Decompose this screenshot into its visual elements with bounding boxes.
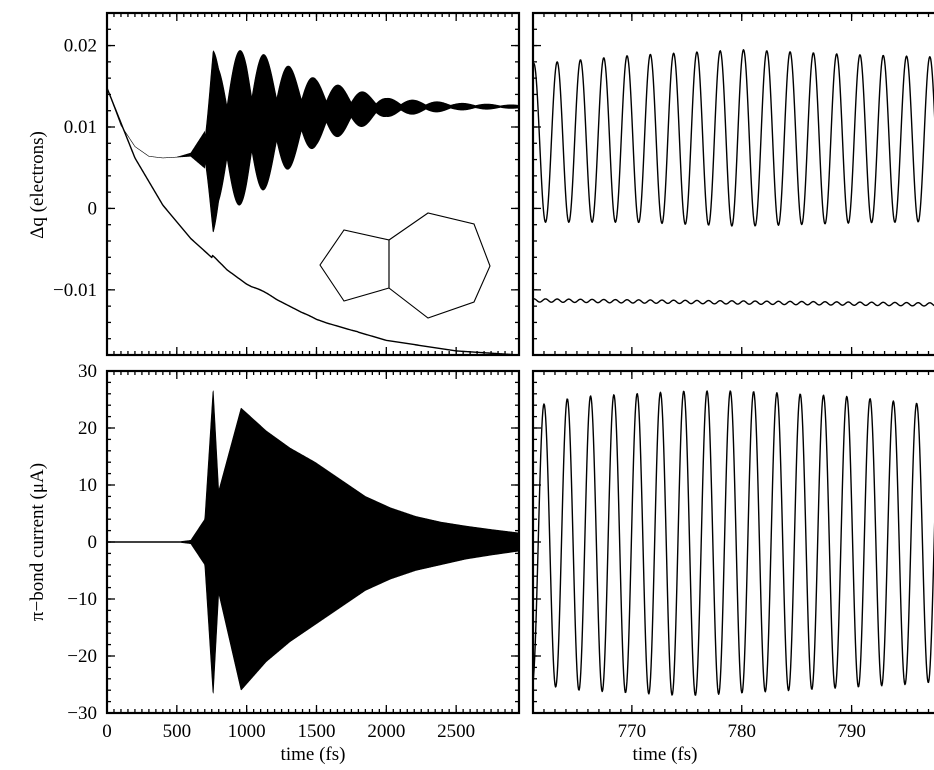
bottom-left-xlabel: time (fs) xyxy=(281,744,346,765)
top-left-plot-frame xyxy=(105,11,521,357)
y-tick-label: 0.02 xyxy=(64,36,97,57)
y-tick-label: 20 xyxy=(78,418,97,439)
x-tick-label: 2000 xyxy=(367,721,405,742)
x-tick-label: 500 xyxy=(163,721,192,742)
y-tick-label: 0.01 xyxy=(64,117,97,138)
bottom-right-xlabel: time (fs) xyxy=(633,744,698,765)
top-left-ticks: −0.01 0 0.01 0.02 xyxy=(53,12,520,356)
top-left-plot-content xyxy=(107,50,519,355)
y-tick-label: −30 xyxy=(67,703,97,724)
bottom-right-plot-content xyxy=(533,390,934,696)
panel-top-right xyxy=(531,11,934,357)
top-right-plot-frame xyxy=(531,11,934,357)
upper-trace-envelope xyxy=(107,50,519,233)
x-tick-label: 0 xyxy=(102,721,112,742)
y-tick-label: −0.01 xyxy=(53,280,97,301)
inset-heptagon xyxy=(388,212,491,319)
y-tick-label: −10 xyxy=(67,589,97,610)
y-tick-label: −20 xyxy=(67,646,97,667)
y-tick-label: 10 xyxy=(78,475,97,496)
y-tick-label: 30 xyxy=(78,361,97,382)
lower-trace-zoom-line xyxy=(533,298,934,307)
x-tick-label: 780 xyxy=(727,721,756,742)
x-tick-label: 770 xyxy=(618,721,647,742)
top-left-ylabel: Δq (electrons) xyxy=(27,131,48,239)
current-envelope xyxy=(176,390,519,694)
lower-trace-line xyxy=(107,87,519,355)
top-right-plot-content xyxy=(533,49,934,307)
panel-bottom-left: 0 500 1000 1500 2000 2500 −30 −20 −10 0 10 20 30 π−b… xyxy=(27,361,521,765)
bottom-right-ticks: 770 780 790 xyxy=(532,370,930,742)
x-tick-label: 1000 xyxy=(228,721,266,742)
panel-top-left: −0.01 0 0.01 0.02 Δq (electrons) xyxy=(27,11,521,357)
x-tick-label: 1500 xyxy=(297,721,335,742)
x-tick-label: 2500 xyxy=(437,721,475,742)
inset-pentagon xyxy=(319,229,390,302)
bottom-left-ylabel: π−bond current (μA) xyxy=(27,463,48,621)
y-tick-label: 0 xyxy=(88,198,98,219)
x-tick-label: 790 xyxy=(837,721,866,742)
top-right-ticks xyxy=(532,12,930,356)
y-tick-label: 0 xyxy=(88,532,98,553)
upper-trace-zoom-line xyxy=(533,49,934,227)
panel-bottom-right: 770 780 790 time (fs) xyxy=(531,369,934,765)
current-zoom-line xyxy=(533,390,934,696)
bottom-left-ticks: 0 500 1000 1500 2000 2500 −30 −20 −10 0 10 20 30 xyxy=(67,361,520,742)
top-left-inset-molecule xyxy=(319,212,491,319)
bottom-left-plot-content xyxy=(107,390,519,694)
